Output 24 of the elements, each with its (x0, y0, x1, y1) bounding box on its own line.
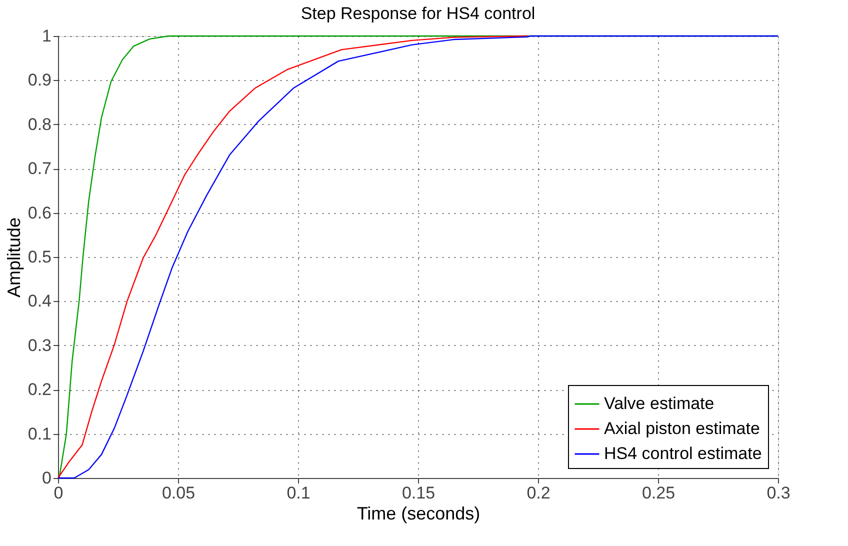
y-tick-label: 0.4 (28, 292, 52, 311)
x-tick-label: 0.3 (766, 484, 790, 502)
legend-label: Axial piston estimate (604, 419, 760, 438)
x-tick-label: 0.1 (286, 484, 310, 502)
y-tick-label: 0.9 (28, 70, 52, 90)
y-tick-label: 1 (42, 26, 52, 46)
y-tick-label: 0.1 (28, 424, 52, 444)
y-tick-label: 0 (42, 468, 52, 488)
y-tick-label: 0.7 (28, 159, 52, 178)
chart-title: Step Response for HS4 control (300, 4, 536, 23)
legend-label: HS4 control estimate (604, 444, 762, 463)
x-tick-label: 0.25 (642, 484, 676, 502)
x-tick-label: 0.05 (162, 484, 196, 502)
legend-label: Valve estimate (604, 394, 714, 413)
y-tick-label: 0.8 (28, 114, 52, 134)
x-tick-label: 0.2 (526, 484, 550, 502)
x-axis-title: Time (seconds) (356, 504, 480, 524)
y-axis-title: Amplitude (4, 217, 24, 298)
y-tick-label: 0.3 (28, 336, 52, 355)
x-tick-label: 0.15 (402, 484, 436, 502)
y-tick-label: 0.6 (28, 203, 52, 222)
x-tick-label: 0 (54, 484, 64, 502)
y-tick-label: 0.5 (28, 248, 52, 266)
y-tick-label: 0.2 (28, 380, 52, 400)
